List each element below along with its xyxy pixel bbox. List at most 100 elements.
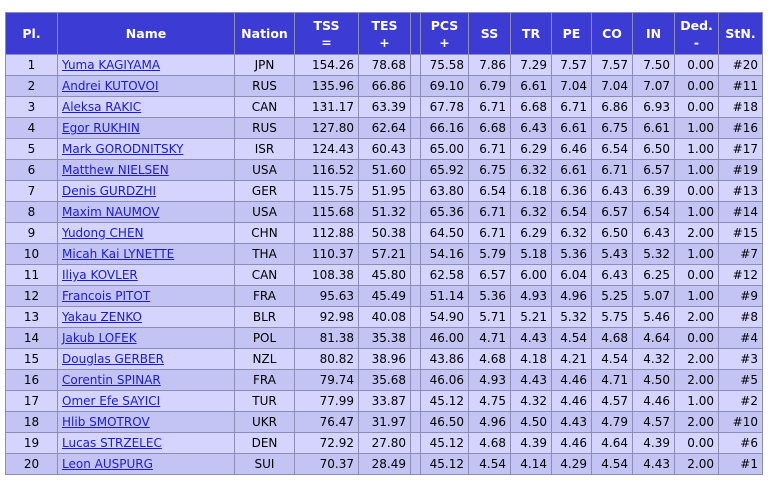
cell: 65.36 bbox=[420, 201, 469, 223]
spacer-cell bbox=[410, 222, 421, 244]
cell: USA bbox=[234, 159, 295, 181]
skater-link[interactable]: Aleksa RAKIC bbox=[62, 100, 142, 114]
cell: #3 bbox=[718, 348, 763, 370]
cell: 51.14 bbox=[420, 285, 469, 307]
cell: 4.93 bbox=[468, 369, 511, 391]
skater-link[interactable]: Iliya KOVLER bbox=[62, 268, 138, 282]
skater-link[interactable]: Corentin SPINAR bbox=[62, 373, 161, 387]
cell: 7.57 bbox=[591, 54, 633, 76]
cell: 6.79 bbox=[468, 75, 511, 97]
skater-link[interactable]: Lucas STRZELEC bbox=[62, 436, 162, 450]
result-row: 12 Francois PITOT FRA 95.63 45.49 51.14 5.36 4.… bbox=[5, 285, 763, 307]
cell: 80.82 bbox=[294, 348, 359, 370]
cell: #11 bbox=[718, 75, 763, 97]
cell: 62.64 bbox=[358, 117, 411, 139]
skater-link[interactable]: Egor RUKHIN bbox=[62, 121, 140, 135]
cell: 6.71 bbox=[468, 96, 511, 118]
cell: 66.16 bbox=[420, 117, 469, 139]
result-row: 8 Maxim NAUMOV USA 115.68 51.32 65.36 6.71 6.32… bbox=[5, 201, 763, 223]
skater-link[interactable]: Francois PITOT bbox=[62, 289, 151, 303]
cell: 45.12 bbox=[420, 390, 469, 412]
cell: 45.12 bbox=[420, 453, 469, 475]
result-row: 4 Egor RUKHIN RUS 127.80 62.64 66.16 6.68 6.43 6… bbox=[5, 117, 763, 139]
spacer-cell bbox=[410, 75, 421, 97]
cell: Egor RUKHIN bbox=[57, 117, 235, 139]
result-row: 20 Leon AUSPURG SUI 70.37 28.49 45.12 4.54 4.14… bbox=[5, 453, 763, 475]
cell: 108.38 bbox=[294, 264, 359, 286]
cell: 2.00 bbox=[674, 348, 719, 370]
cell: 92.98 bbox=[294, 306, 359, 328]
column-header: TR bbox=[510, 12, 552, 55]
cell: 131.17 bbox=[294, 96, 359, 118]
cell: 54.90 bbox=[420, 306, 469, 328]
cell: 72.92 bbox=[294, 432, 359, 454]
cell: 6.54 bbox=[468, 180, 511, 202]
cell: GER bbox=[234, 180, 295, 202]
skater-link[interactable]: Yakau ZENKO bbox=[62, 310, 142, 324]
spacer-cell bbox=[410, 264, 421, 286]
cell: 65.92 bbox=[420, 159, 469, 181]
skater-link[interactable]: Yuma KAGIYAMA bbox=[62, 58, 161, 72]
skater-link[interactable]: Mark GORODNITSKY bbox=[62, 142, 184, 156]
cell: 4.96 bbox=[468, 411, 511, 433]
cell: 1.00 bbox=[674, 201, 719, 223]
column-header: PCS + bbox=[420, 12, 469, 55]
cell: 7.04 bbox=[551, 75, 592, 97]
cell: CAN bbox=[234, 264, 295, 286]
cell: 5.71 bbox=[468, 306, 511, 328]
skater-link[interactable]: Maxim NAUMOV bbox=[62, 205, 160, 219]
cell: 5.36 bbox=[468, 285, 511, 307]
cell: 4.39 bbox=[510, 432, 552, 454]
skater-link[interactable]: Denis GURDZHI bbox=[62, 184, 157, 198]
cell: 6.71 bbox=[468, 201, 511, 223]
cell: 6.71 bbox=[591, 159, 633, 181]
cell: 4.32 bbox=[632, 348, 675, 370]
skater-link[interactable]: Hlib SMOTROV bbox=[62, 415, 150, 429]
cell: #4 bbox=[718, 327, 763, 349]
cell: 66.86 bbox=[358, 75, 411, 97]
cell: 4.54 bbox=[591, 348, 633, 370]
cell: 70.37 bbox=[294, 453, 359, 475]
cell: 54.16 bbox=[420, 243, 469, 265]
cell: 11 bbox=[5, 264, 58, 286]
cell: #19 bbox=[718, 159, 763, 181]
result-row: 5 Mark GORODNITSKY ISR 124.43 60.43 65.00 6.71… bbox=[5, 138, 763, 160]
cell: 6.57 bbox=[591, 201, 633, 223]
cell: UKR bbox=[234, 411, 295, 433]
cell: 6.39 bbox=[632, 180, 675, 202]
skater-link[interactable]: Yudong CHEN bbox=[62, 226, 144, 240]
cell: 35.68 bbox=[358, 369, 411, 391]
cell: 81.38 bbox=[294, 327, 359, 349]
cell: 6.04 bbox=[551, 264, 592, 286]
cell: 6.61 bbox=[551, 159, 592, 181]
cell: 65.00 bbox=[420, 138, 469, 160]
skater-link[interactable]: Leon AUSPURG bbox=[62, 457, 153, 471]
cell: 7.04 bbox=[591, 75, 633, 97]
cell: 4.71 bbox=[591, 369, 633, 391]
cell: 6.61 bbox=[551, 117, 592, 139]
spacer-cell bbox=[410, 159, 421, 181]
skater-link[interactable]: Douglas GERBER bbox=[62, 352, 164, 366]
cell: 1 bbox=[5, 54, 58, 76]
cell: 4.46 bbox=[632, 390, 675, 412]
spacer-cell bbox=[410, 243, 421, 265]
cell: 16 bbox=[5, 369, 58, 391]
skater-link[interactable]: Micah Kai LYNETTE bbox=[62, 247, 175, 261]
cell: 40.08 bbox=[358, 306, 411, 328]
spacer-cell bbox=[410, 306, 421, 328]
cell: Hlib SMOTROV bbox=[57, 411, 235, 433]
cell: 5.07 bbox=[632, 285, 675, 307]
skater-link[interactable]: Andrei KUTOVOI bbox=[62, 79, 159, 93]
skater-link[interactable]: Jakub LOFEK bbox=[62, 331, 137, 345]
skater-link[interactable]: Matthew NIELSEN bbox=[62, 163, 169, 177]
cell: 110.37 bbox=[294, 243, 359, 265]
cell: 4.93 bbox=[510, 285, 552, 307]
header-line: = bbox=[321, 34, 332, 50]
skater-link[interactable]: Omer Efe SAYICI bbox=[62, 394, 161, 408]
cell: 4.75 bbox=[468, 390, 511, 412]
cell: 4.54 bbox=[468, 453, 511, 475]
cell: 4.43 bbox=[510, 369, 552, 391]
cell: 1.00 bbox=[674, 138, 719, 160]
cell: 4.64 bbox=[591, 432, 633, 454]
result-row: 19 Lucas STRZELEC DEN 72.92 27.80 45.12 4.68 4.… bbox=[5, 432, 763, 454]
